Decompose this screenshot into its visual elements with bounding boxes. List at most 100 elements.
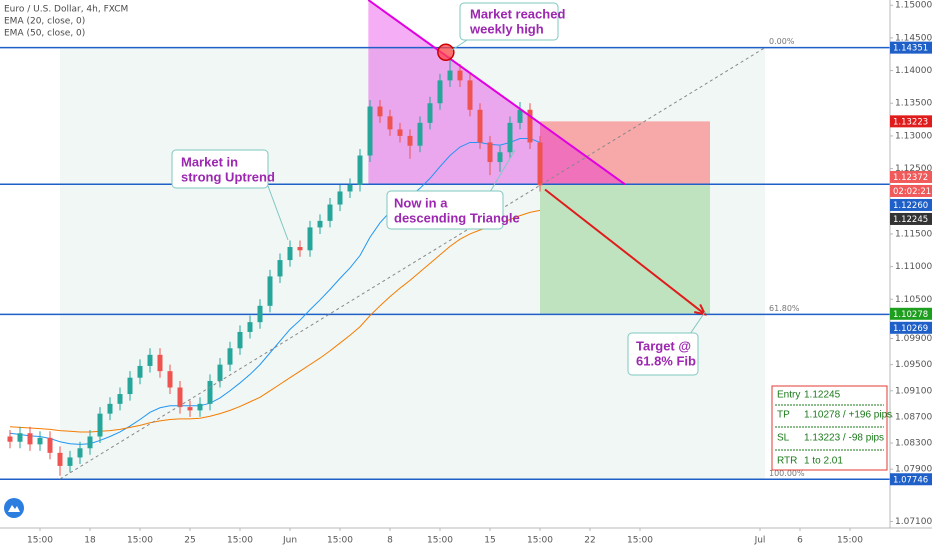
y-tick-label: 1.12500 [895,164,932,174]
candle-body [227,348,233,365]
high-marker [437,43,455,62]
candle-body [137,365,143,378]
info-value: 1.13223 / -98 pips [804,433,884,444]
arrow-head [694,304,707,316]
callout-pointer [489,149,516,193]
callout-text: Target @ [636,338,691,353]
candle-body [117,394,123,404]
x-tick-label: Jun [282,536,297,546]
callout-text: Market in [181,154,238,169]
candle-body [487,142,493,163]
y-tick-label: 1.09100 [895,386,932,396]
info-border [771,385,888,471]
price-tag [890,212,932,225]
y-tick-label: 1.14000 [895,66,932,76]
candle-body [7,436,13,442]
candle-body [27,433,33,445]
arrow-line [544,188,706,316]
price-tag-label: 1.12260 [893,201,928,211]
candle-body [427,103,433,123]
candle-body [207,380,213,404]
x-tick-label: 15:00 [427,536,453,546]
x-tick-label: 22 [584,536,595,546]
candle-body [17,433,23,442]
candle-body [287,247,293,261]
price-tag-label: 1.12245 [893,215,928,225]
x-tick-label: 15 [484,536,495,546]
fib-level-label: 100.00% [769,469,805,478]
info-key: RTR [777,456,797,467]
price-tag-label: 02:02:21 [893,187,931,197]
candle-body [97,413,103,437]
callout-box [171,149,269,189]
x-tick-label: 15:00 [327,536,353,546]
x-tick-label: 15:00 [627,536,653,546]
callout-box [386,190,504,230]
candle-body [277,260,283,277]
callout-pointer [267,185,289,241]
candle-body [107,403,113,414]
candle-body [457,70,463,81]
price-tag-label: 1.14351 [893,44,928,54]
stop-zone [540,121,710,186]
candle-body [527,109,533,143]
price-tag-label: 1.10269 [893,324,928,334]
candle-body [517,109,523,123]
fib-level-label: 61.80% [769,304,800,313]
price-tag [890,473,932,486]
candle-body [57,452,63,466]
y-tick-label: 1.07100 [895,517,932,527]
legend: Euro / U.S. Dollar, 4h, FXCM EMA (20, cl… [4,5,128,39]
callout-text: Market reached [470,6,565,21]
legend-entry: EMA (20, close, 0) [4,17,85,27]
price-tag [890,321,932,334]
candle-body [37,437,43,445]
callout-text: Now in a [394,195,448,210]
legend-entry: EMA (50, close, 0) [4,29,85,39]
candle-body [217,364,223,381]
info-value: 1 to 2.01 [804,456,843,467]
y-tick-label: 1.08300 [895,439,932,449]
candle-body [147,354,153,366]
candle-body [437,80,443,104]
callout-box [627,332,699,376]
chart-title: Euro / U.S. Dollar, 4h, FXCM [4,5,128,15]
y-tick-label: 1.13500 [895,99,932,109]
callout-text: strong Uptrend [181,169,275,184]
price-tag-label: 1.13223 [893,117,928,127]
y-tick-label: 1.09900 [895,334,932,344]
callout-box [459,2,559,41]
x-tick-label: 15:00 [837,536,863,546]
x-tick-label: 8 [387,536,393,546]
price-tag [890,115,932,128]
candle-body [347,184,353,192]
candle-body [367,106,373,156]
candle-body [307,227,313,251]
candle-body [387,116,393,130]
y-tick-label: 1.13000 [895,131,932,141]
candle-body [47,437,53,453]
candle-body [477,109,483,143]
candle-body [247,322,253,332]
candle-body [237,331,243,349]
x-tick-label: 6 [797,536,803,546]
triangle-edge [367,0,626,186]
candle-body [537,142,543,186]
candle-body [377,106,383,117]
candle-body [327,204,333,221]
fib-level-label: 0.00% [769,37,795,46]
price-tag [890,307,932,320]
logo [4,498,24,518]
candle-body [297,247,303,251]
price-tag-label: 1.10278 [893,310,928,320]
candle-body [497,152,503,163]
candle-body [87,436,93,449]
candle-body [157,354,163,372]
info-value: 1.10278 / +196 pips [804,410,892,421]
info-key: SL [777,433,790,444]
front-layer: 0.00% 61.80% 100.00% [59,0,805,480]
info-box: Entry 1.12245 TP 1.10278 / +196 pips SL … [771,385,892,471]
price-tag [890,170,932,183]
